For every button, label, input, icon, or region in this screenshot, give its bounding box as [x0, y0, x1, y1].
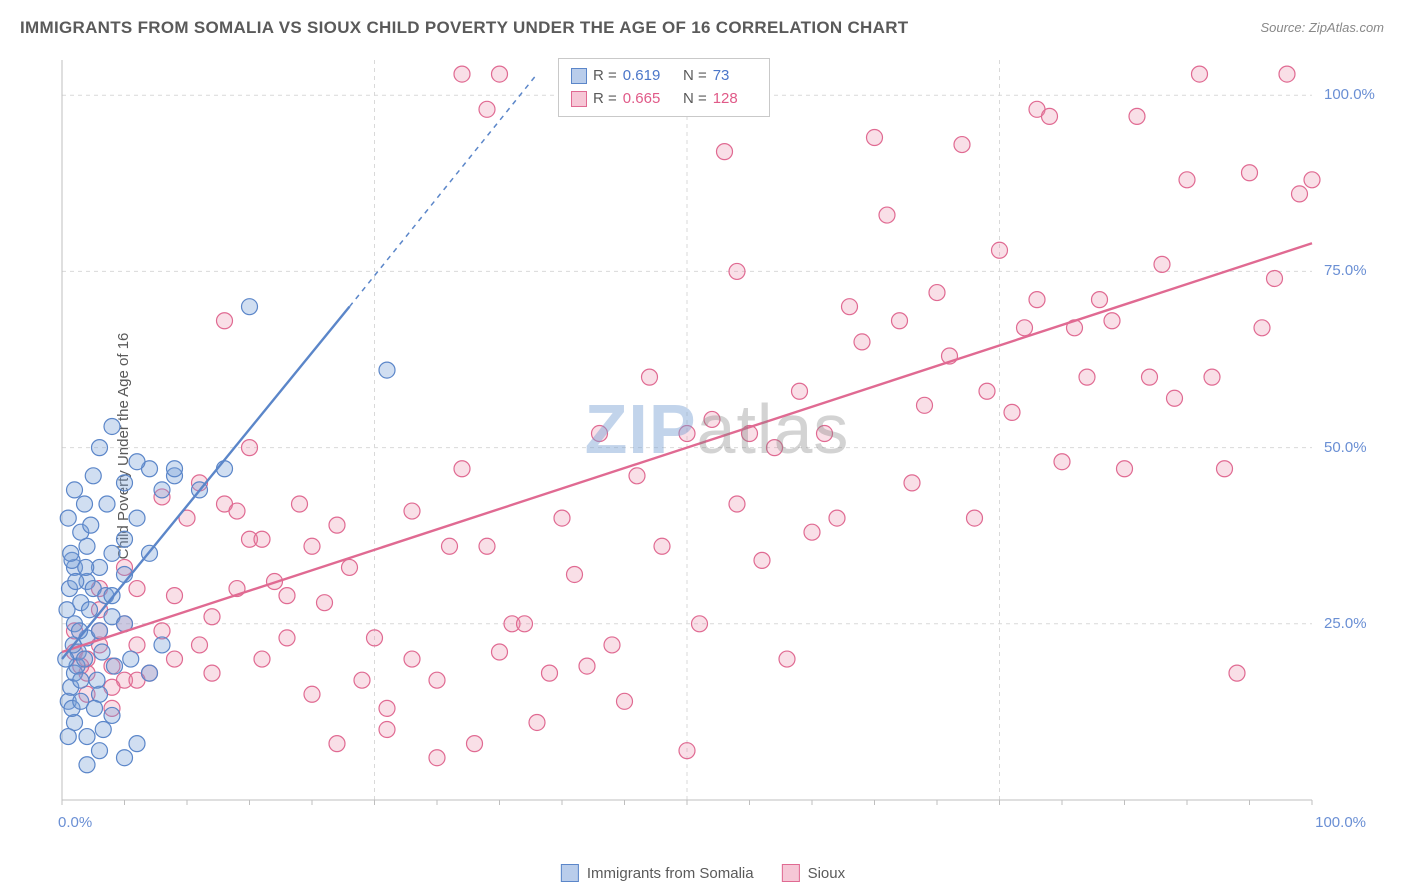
chart-title: IMMIGRANTS FROM SOMALIA VS SIOUX CHILD P… [20, 18, 908, 38]
swatch-series2-icon [571, 91, 587, 107]
scatter-plot: ZIPatlas 25.0%50.0%75.0%100.0%0.0%100.0% [52, 50, 1382, 840]
tick-label: 100.0% [1315, 814, 1366, 831]
legend-label-series2: Sioux [808, 865, 846, 882]
tick-label: 75.0% [1324, 262, 1367, 279]
r-value-series2: 0.665 [623, 88, 667, 111]
r-label: R = [593, 88, 617, 111]
n-value-series2: 128 [713, 88, 757, 111]
swatch-series1-icon [561, 864, 579, 882]
swatch-series2-icon [782, 864, 800, 882]
stats-row-series1: R = 0.619 N = 73 [571, 65, 757, 88]
n-label: N = [683, 88, 707, 111]
n-label: N = [683, 65, 707, 88]
legend-item-series1: Immigrants from Somalia [561, 864, 754, 882]
legend-item-series2: Sioux [782, 864, 846, 882]
swatch-series1-icon [571, 68, 587, 84]
correlation-stats-box: R = 0.619 N = 73 R = 0.665 N = 128 [558, 58, 770, 117]
legend: Immigrants from Somalia Sioux [561, 864, 845, 882]
r-value-series1: 0.619 [623, 65, 667, 88]
tick-label: 0.0% [58, 814, 92, 831]
tick-label: 100.0% [1324, 86, 1375, 103]
n-value-series1: 73 [713, 65, 757, 88]
tick-label: 50.0% [1324, 439, 1367, 456]
stats-row-series2: R = 0.665 N = 128 [571, 88, 757, 111]
source-attribution: Source: ZipAtlas.com [1260, 20, 1384, 35]
tick-label: 25.0% [1324, 615, 1367, 632]
r-label: R = [593, 65, 617, 88]
legend-label-series1: Immigrants from Somalia [587, 865, 754, 882]
